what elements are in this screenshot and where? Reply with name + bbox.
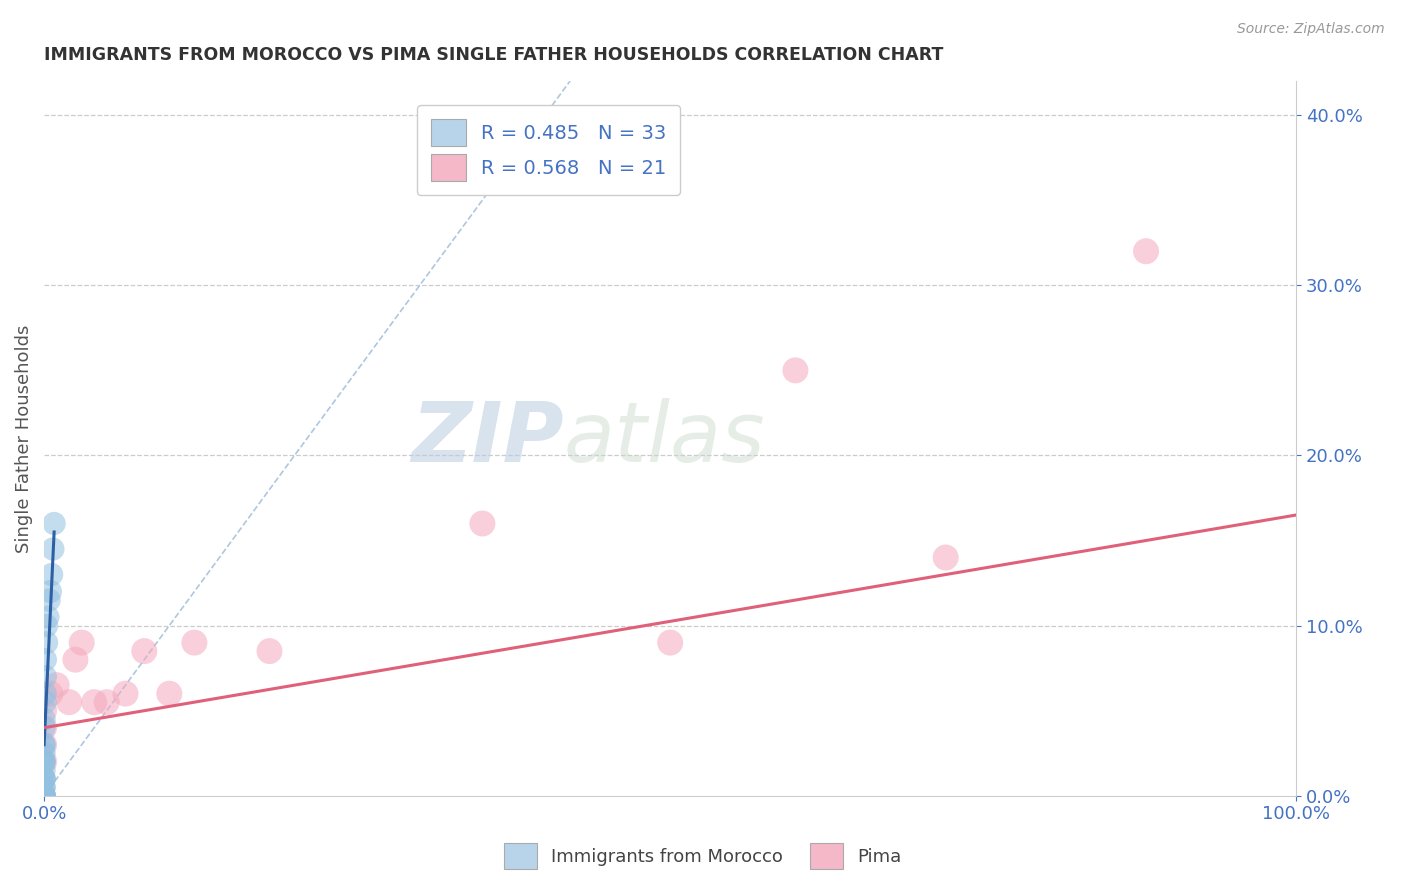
Point — [34, 687, 56, 701]
Point — [32, 738, 55, 752]
Point — [32, 772, 55, 786]
Point — [32, 780, 55, 795]
Point — [114, 687, 136, 701]
Text: IMMIGRANTS FROM MOROCCO VS PIMA SINGLE FATHER HOUSEHOLDS CORRELATION CHART: IMMIGRANTS FROM MOROCCO VS PIMA SINGLE F… — [44, 46, 943, 64]
Legend: Immigrants from Morocco, Pima: Immigrants from Morocco, Pima — [498, 836, 908, 876]
Text: Source: ZipAtlas.com: Source: ZipAtlas.com — [1237, 22, 1385, 37]
Point — [32, 755, 55, 769]
Point — [34, 695, 56, 709]
Point — [32, 755, 55, 769]
Point — [70, 635, 93, 649]
Point — [39, 584, 62, 599]
Text: ZIP: ZIP — [411, 398, 564, 479]
Point — [32, 755, 55, 769]
Point — [134, 644, 156, 658]
Point — [32, 780, 55, 795]
Point — [32, 789, 55, 803]
Point — [32, 789, 55, 803]
Point — [183, 635, 205, 649]
Legend: R = 0.485   N = 33, R = 0.568   N = 21: R = 0.485 N = 33, R = 0.568 N = 21 — [418, 105, 681, 195]
Point — [1135, 244, 1157, 259]
Point — [32, 738, 55, 752]
Point — [935, 550, 957, 565]
Point — [32, 789, 55, 803]
Point — [32, 721, 55, 735]
Point — [32, 789, 55, 803]
Point — [659, 635, 682, 649]
Point — [32, 704, 55, 718]
Point — [32, 763, 55, 777]
Point — [259, 644, 281, 658]
Point — [471, 516, 494, 531]
Text: atlas: atlas — [564, 398, 765, 479]
Point — [32, 789, 55, 803]
Point — [45, 678, 67, 692]
Point — [32, 712, 55, 726]
Point — [32, 721, 55, 735]
Point — [83, 695, 105, 709]
Point — [65, 652, 87, 666]
Point — [42, 541, 65, 556]
Point — [157, 687, 180, 701]
Point — [34, 670, 56, 684]
Point — [32, 738, 55, 752]
Point — [41, 567, 63, 582]
Point — [39, 687, 62, 701]
Point — [32, 746, 55, 760]
Point — [32, 789, 55, 803]
Point — [38, 593, 60, 607]
Point — [32, 772, 55, 786]
Y-axis label: Single Father Households: Single Father Households — [15, 324, 32, 552]
Point — [35, 635, 58, 649]
Point — [58, 695, 80, 709]
Point — [42, 516, 65, 531]
Point — [785, 363, 807, 377]
Point — [32, 755, 55, 769]
Point — [96, 695, 118, 709]
Point — [34, 652, 56, 666]
Point — [32, 772, 55, 786]
Point — [35, 618, 58, 632]
Point — [37, 610, 59, 624]
Point — [32, 789, 55, 803]
